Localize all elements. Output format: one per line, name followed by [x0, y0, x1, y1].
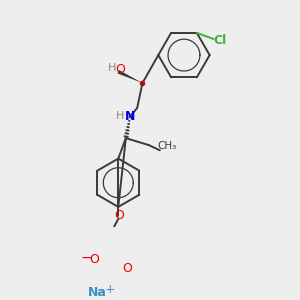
Text: N: N: [124, 110, 135, 123]
Text: O: O: [89, 253, 99, 266]
Text: +: +: [105, 283, 115, 296]
Text: O: O: [115, 63, 125, 76]
Text: O: O: [122, 262, 132, 275]
Text: Na: Na: [88, 286, 106, 299]
Text: H: H: [108, 63, 116, 73]
Text: CH₃: CH₃: [158, 141, 177, 151]
Text: H: H: [116, 111, 124, 121]
Text: O: O: [114, 209, 124, 222]
Polygon shape: [118, 70, 142, 83]
Text: −: −: [81, 251, 92, 265]
Text: Cl: Cl: [214, 34, 227, 47]
